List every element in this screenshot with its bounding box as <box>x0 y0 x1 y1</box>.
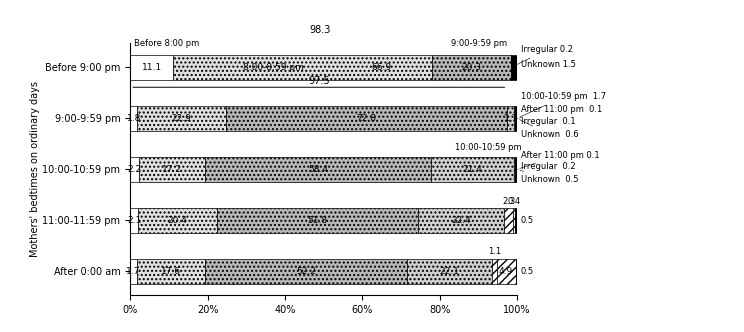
Text: 66.9: 66.9 <box>371 63 392 72</box>
Text: 22.9: 22.9 <box>172 114 191 123</box>
Bar <box>493 259 496 284</box>
Bar <box>130 259 137 284</box>
Text: Irregular 0.2: Irregular 0.2 <box>514 45 573 66</box>
Text: 0.5: 0.5 <box>521 267 534 276</box>
Text: 11.1: 11.1 <box>141 63 161 72</box>
Bar <box>130 157 138 182</box>
Bar <box>137 106 225 131</box>
Bar <box>130 208 138 233</box>
Text: 17.6: 17.6 <box>161 267 181 276</box>
Text: 97.5: 97.5 <box>308 76 330 86</box>
Text: 1.7: 1.7 <box>126 267 141 276</box>
Bar <box>407 259 493 284</box>
Bar <box>510 55 511 80</box>
Text: 17.2: 17.2 <box>162 165 182 174</box>
Bar <box>130 106 137 131</box>
Text: 2.3: 2.3 <box>502 197 516 206</box>
Text: 72.8: 72.8 <box>356 114 376 123</box>
Text: 0.4: 0.4 <box>507 197 521 206</box>
Text: 8:00-8:59 pm: 8:00-8:59 pm <box>243 63 304 72</box>
Text: 51.8: 51.8 <box>307 216 327 225</box>
Text: 1.7: 1.7 <box>504 114 518 123</box>
Bar <box>137 259 205 284</box>
Bar <box>225 106 507 131</box>
Text: 52.2: 52.2 <box>296 267 315 276</box>
Bar <box>515 157 517 182</box>
Bar <box>511 55 517 80</box>
Y-axis label: Mothers' bedtimes on ordinary days: Mothers' bedtimes on ordinary days <box>30 81 39 257</box>
Text: Irregular  0.2: Irregular 0.2 <box>517 162 576 171</box>
Bar <box>205 259 407 284</box>
Text: 1.1: 1.1 <box>488 247 501 257</box>
Bar <box>205 157 432 182</box>
Text: 58.4: 58.4 <box>308 165 328 174</box>
Text: Unknown  0.5: Unknown 0.5 <box>520 170 578 184</box>
Text: Before 8:00 pm: Before 8:00 pm <box>134 39 199 48</box>
Bar <box>514 157 515 182</box>
Bar <box>130 55 173 80</box>
Text: After 11:00 pm  0.1: After 11:00 pm 0.1 <box>520 105 602 118</box>
Text: After 11:00 pm 0.1: After 11:00 pm 0.1 <box>520 150 600 168</box>
Bar <box>515 208 516 233</box>
Text: 2.1: 2.1 <box>127 216 141 225</box>
Text: Unknown 1.5: Unknown 1.5 <box>514 60 576 69</box>
Text: Unknown  0.6: Unknown 0.6 <box>519 120 579 139</box>
Bar <box>516 259 518 284</box>
Bar <box>432 55 510 80</box>
Text: 10:00-10:59 pm  1.7: 10:00-10:59 pm 1.7 <box>519 92 606 117</box>
Text: 9:00-9:59 pm: 9:00-9:59 pm <box>451 39 507 48</box>
Bar <box>507 106 514 131</box>
Bar <box>138 208 217 233</box>
Bar <box>138 157 205 182</box>
Bar <box>504 208 513 233</box>
Bar <box>513 208 515 233</box>
Bar <box>173 55 432 80</box>
Text: 20.4: 20.4 <box>168 216 187 225</box>
Bar <box>515 106 517 131</box>
Bar <box>496 259 516 284</box>
Text: 2.2: 2.2 <box>127 165 141 174</box>
Bar <box>432 157 514 182</box>
Text: 4.9: 4.9 <box>499 267 513 276</box>
Text: 98.3: 98.3 <box>310 25 331 35</box>
Bar <box>417 208 504 233</box>
Text: 22.1: 22.1 <box>440 267 460 276</box>
Text: 20.3: 20.3 <box>461 63 481 72</box>
Text: Irregular  0.1: Irregular 0.1 <box>517 118 576 126</box>
Text: 0.5: 0.5 <box>521 216 534 225</box>
Text: 10:00-10:59 pm: 10:00-10:59 pm <box>455 143 522 152</box>
Text: 22.4: 22.4 <box>451 216 471 225</box>
Text: 1.8: 1.8 <box>126 114 141 123</box>
Text: 21.4: 21.4 <box>463 165 483 174</box>
Bar <box>217 208 417 233</box>
